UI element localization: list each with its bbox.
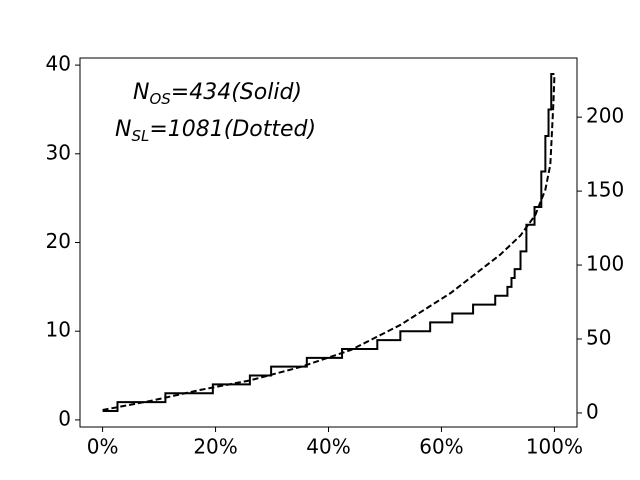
y2-tick-label: 0 xyxy=(586,399,599,423)
annotation-main: N xyxy=(133,80,149,105)
annotation: NSL=1081(Dotted) xyxy=(115,117,316,145)
x-tick-label: 20% xyxy=(193,435,237,459)
annotation: NOS=434(Solid) xyxy=(133,80,302,108)
y2-tick-label: 100 xyxy=(586,252,624,276)
y2-tick-label: 50 xyxy=(586,326,611,350)
y-tick-label: 20 xyxy=(46,229,71,253)
plot-frame xyxy=(79,57,578,428)
y-tick-label: 30 xyxy=(46,140,71,164)
y-tick-label: 40 xyxy=(46,52,71,76)
x-tick-label: 60% xyxy=(419,435,463,459)
annotation-rest: =434(Solid) xyxy=(171,80,302,105)
x-tick-label: 100% xyxy=(526,435,583,459)
y-tick-label: 0 xyxy=(58,406,71,430)
annotation-main: N xyxy=(115,117,131,142)
annotation-rest: =1081(Dotted) xyxy=(149,117,316,142)
x-tick-label: 0% xyxy=(87,435,119,459)
annotation-sub: SL xyxy=(131,127,149,145)
data-line xyxy=(102,75,556,411)
data-line xyxy=(102,72,555,413)
y-tick-label: 10 xyxy=(46,318,71,342)
y2-tick-label: 150 xyxy=(586,178,624,202)
annotation-sub: OS xyxy=(149,90,171,108)
x-tick-label: 40% xyxy=(306,435,350,459)
y2-tick-label: 200 xyxy=(586,104,624,128)
